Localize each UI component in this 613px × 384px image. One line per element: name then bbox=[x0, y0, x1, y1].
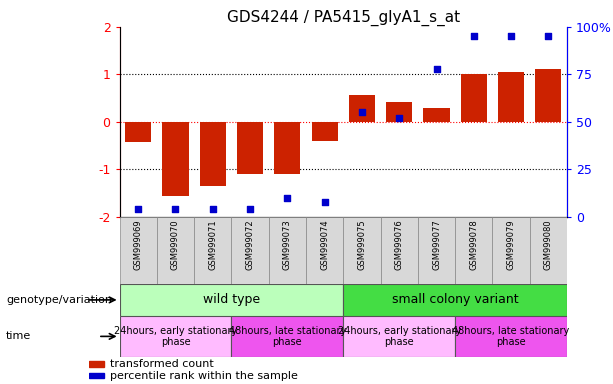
Text: GSM999079: GSM999079 bbox=[506, 219, 516, 270]
Text: GSM999077: GSM999077 bbox=[432, 219, 441, 270]
Text: GSM999073: GSM999073 bbox=[283, 219, 292, 270]
Bar bbox=[120, 316, 231, 357]
Text: transformed count: transformed count bbox=[110, 359, 214, 369]
Text: GSM999075: GSM999075 bbox=[357, 219, 367, 270]
Bar bbox=[274, 122, 300, 174]
Bar bbox=[343, 316, 455, 357]
Bar bbox=[455, 316, 567, 357]
Text: GSM999080: GSM999080 bbox=[544, 219, 553, 270]
Point bbox=[394, 115, 404, 121]
Text: percentile rank within the sample: percentile rank within the sample bbox=[110, 371, 299, 381]
Point bbox=[170, 206, 180, 212]
Bar bbox=[231, 217, 268, 284]
Text: GSM999078: GSM999078 bbox=[470, 219, 478, 270]
Text: 24hours, early stationary
phase: 24hours, early stationary phase bbox=[114, 326, 237, 347]
Bar bbox=[200, 122, 226, 186]
Bar bbox=[498, 72, 524, 122]
Bar bbox=[231, 316, 343, 357]
Bar bbox=[455, 217, 492, 284]
Point bbox=[283, 195, 292, 201]
Bar bbox=[89, 372, 104, 378]
Bar bbox=[237, 122, 263, 174]
Bar bbox=[535, 69, 562, 122]
Text: time: time bbox=[6, 331, 31, 341]
Point bbox=[357, 109, 367, 116]
Point bbox=[245, 206, 255, 212]
Bar bbox=[162, 122, 189, 195]
Point bbox=[544, 33, 554, 40]
Bar bbox=[120, 217, 157, 284]
Text: GSM999070: GSM999070 bbox=[171, 219, 180, 270]
Title: GDS4244 / PA5415_glyA1_s_at: GDS4244 / PA5415_glyA1_s_at bbox=[227, 9, 460, 25]
Text: genotype/variation: genotype/variation bbox=[6, 295, 112, 305]
Text: GSM999074: GSM999074 bbox=[320, 219, 329, 270]
Bar bbox=[381, 217, 418, 284]
Bar bbox=[461, 74, 487, 122]
Text: small colony variant: small colony variant bbox=[392, 293, 519, 306]
Bar bbox=[386, 102, 413, 122]
Text: GSM999069: GSM999069 bbox=[134, 219, 143, 270]
Point bbox=[320, 199, 330, 205]
Point bbox=[432, 66, 441, 72]
Text: 48hours, late stationary
phase: 48hours, late stationary phase bbox=[229, 326, 346, 347]
Bar bbox=[268, 217, 306, 284]
Bar bbox=[125, 122, 151, 142]
Point bbox=[208, 206, 218, 212]
Bar bbox=[120, 284, 343, 316]
Bar bbox=[492, 217, 530, 284]
Bar bbox=[343, 217, 381, 284]
Point bbox=[506, 33, 516, 40]
Point bbox=[469, 33, 479, 40]
Bar bbox=[157, 217, 194, 284]
Bar bbox=[424, 108, 449, 122]
Bar bbox=[311, 122, 338, 141]
Text: 24hours, early stationary
phase: 24hours, early stationary phase bbox=[338, 326, 461, 347]
Text: GSM999071: GSM999071 bbox=[208, 219, 217, 270]
Text: GSM999072: GSM999072 bbox=[246, 219, 254, 270]
Text: GSM999076: GSM999076 bbox=[395, 219, 404, 270]
Bar bbox=[530, 217, 567, 284]
Bar bbox=[418, 217, 455, 284]
Bar bbox=[89, 361, 104, 367]
Bar bbox=[343, 284, 567, 316]
Bar bbox=[349, 95, 375, 122]
Point bbox=[133, 206, 143, 212]
Text: wild type: wild type bbox=[203, 293, 260, 306]
Bar bbox=[306, 217, 343, 284]
Bar bbox=[194, 217, 232, 284]
Text: 48hours, late stationary
phase: 48hours, late stationary phase bbox=[452, 326, 569, 347]
